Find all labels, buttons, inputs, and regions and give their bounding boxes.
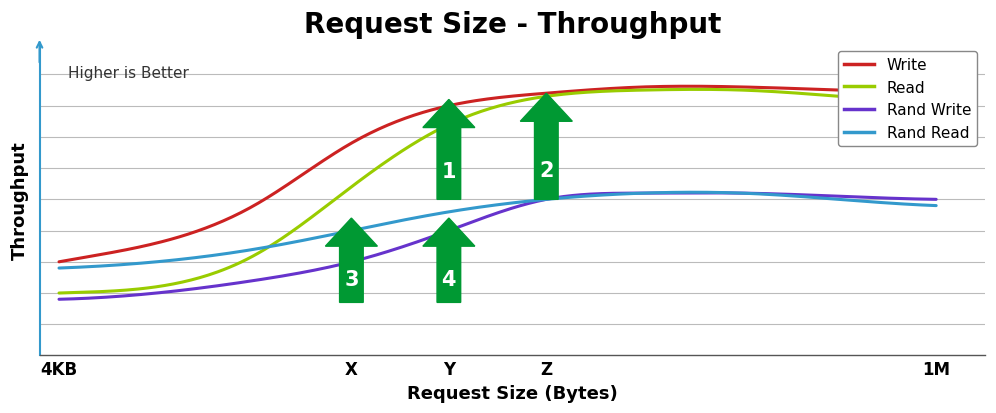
Y-axis label: Throughput: Throughput bbox=[11, 141, 29, 259]
FancyArrow shape bbox=[423, 218, 475, 303]
FancyArrow shape bbox=[326, 218, 377, 303]
Text: 4: 4 bbox=[441, 269, 456, 289]
FancyArrow shape bbox=[520, 94, 573, 200]
Legend: Write, Read, Rand Write, Rand Read: Write, Read, Rand Write, Rand Read bbox=[838, 52, 977, 147]
X-axis label: Request Size (Bytes): Request Size (Bytes) bbox=[406, 384, 618, 402]
Text: 2: 2 bbox=[539, 160, 554, 180]
FancyArrow shape bbox=[423, 100, 475, 200]
Text: 1: 1 bbox=[441, 162, 456, 182]
Text: 3: 3 bbox=[345, 269, 359, 289]
Title: Request Size - Throughput: Request Size - Throughput bbox=[304, 11, 721, 39]
Text: Higher is Better: Higher is Better bbox=[68, 66, 189, 81]
